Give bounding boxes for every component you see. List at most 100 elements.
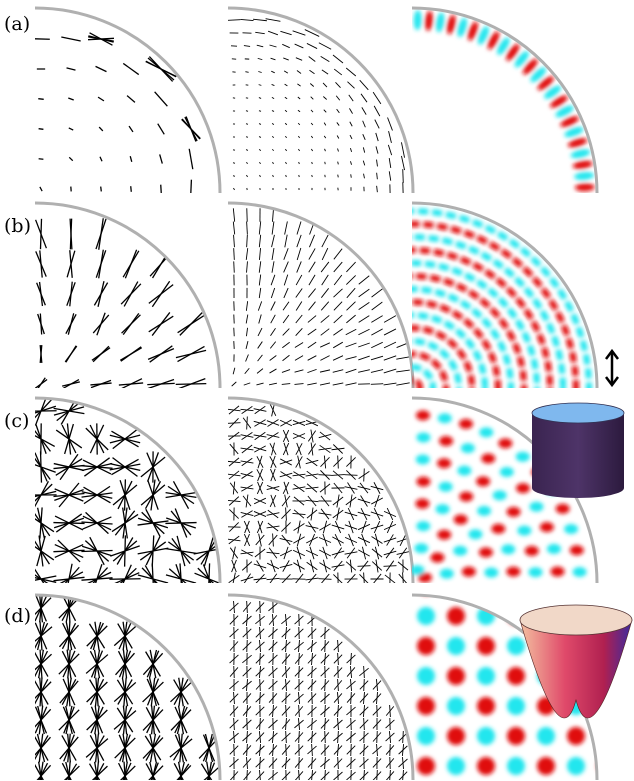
field-glyph — [321, 69, 329, 75]
field-glyph — [257, 57, 263, 61]
field-glyph — [89, 679, 105, 705]
field-glyph — [282, 560, 290, 572]
intensity-blob — [477, 697, 495, 715]
field-glyph — [376, 185, 378, 193]
field-glyph — [310, 442, 314, 456]
field-glyph — [370, 369, 384, 373]
field-glyph — [241, 510, 253, 518]
intensity-blob — [447, 607, 465, 625]
field-glyph — [258, 161, 262, 165]
field-glyph — [359, 574, 369, 583]
field-glyph — [256, 368, 264, 374]
field-glyph — [296, 442, 302, 456]
field-glyph — [282, 429, 290, 443]
field-glyph — [259, 678, 261, 692]
intensity-blob — [453, 514, 468, 525]
field-glyph — [38, 128, 44, 130]
field-glyph — [271, 70, 275, 74]
field-glyph — [336, 743, 340, 757]
field-glyph — [308, 248, 316, 260]
field-glyph — [35, 219, 48, 249]
field-glyph — [396, 382, 410, 386]
field-glyph — [229, 509, 239, 519]
intensity-blob — [537, 757, 555, 775]
field-glyph — [401, 142, 405, 158]
field-glyph — [243, 45, 251, 47]
field-glyph — [357, 498, 371, 504]
field-glyph — [81, 549, 113, 553]
intensity-blob — [507, 727, 525, 745]
pattern — [412, 410, 587, 583]
field-glyph — [284, 221, 288, 235]
intensity-blob — [537, 727, 555, 745]
field-glyph — [383, 315, 397, 323]
field-glyph — [269, 341, 277, 349]
field-glyph — [258, 533, 262, 547]
field-glyph — [359, 560, 369, 572]
intensity-blob — [417, 572, 432, 583]
field-glyph — [173, 679, 189, 705]
field-glyph — [259, 769, 261, 780]
field-glyph — [268, 573, 278, 583]
field-glyph — [324, 756, 326, 770]
field-glyph — [266, 551, 280, 555]
field-glyph — [146, 452, 160, 482]
field-glyph — [332, 382, 344, 386]
intensity-blob — [467, 21, 479, 41]
intensity-blob — [597, 727, 615, 745]
intensity-blob — [415, 410, 430, 421]
field-glyph — [254, 419, 266, 427]
field-glyph — [54, 543, 84, 559]
field-glyph — [258, 730, 262, 744]
field-glyph — [265, 18, 281, 22]
field-glyph — [298, 769, 300, 780]
field-glyph — [311, 769, 313, 780]
field-glyph — [154, 91, 168, 107]
intensity-map — [412, 410, 587, 583]
field-glyph — [399, 533, 407, 547]
field-glyph — [348, 94, 354, 102]
panel — [227, 593, 415, 781]
field-glyph — [346, 314, 356, 324]
field-glyph — [347, 81, 355, 89]
field-glyph — [257, 341, 263, 349]
intensity-blob — [435, 12, 445, 33]
field-glyph — [35, 706, 48, 734]
field-glyph — [284, 96, 288, 100]
field-glyph — [350, 161, 352, 165]
field-glyph — [307, 382, 317, 386]
field-glyph — [258, 71, 262, 73]
field-glyph — [371, 536, 383, 544]
field-glyph — [137, 520, 169, 526]
field-glyph — [245, 162, 249, 164]
field-glyph — [362, 120, 366, 128]
panel-label: (b) — [4, 215, 31, 237]
field-glyph — [294, 43, 304, 49]
field-glyph — [297, 691, 301, 705]
intensity-blob — [574, 183, 595, 192]
field-glyph — [304, 29, 320, 37]
field-glyph — [292, 486, 306, 490]
field-glyph — [254, 405, 266, 415]
field-glyph — [279, 538, 293, 542]
intensity-blob — [417, 607, 435, 625]
field-glyph — [35, 38, 50, 40]
intensity-blob — [447, 577, 465, 595]
field-glyph — [272, 161, 274, 165]
field-glyph — [280, 419, 292, 427]
field-glyph — [228, 457, 240, 467]
field-glyph — [228, 535, 240, 545]
field-glyph — [255, 31, 265, 35]
intensity-blob — [484, 567, 499, 578]
field-glyph — [123, 535, 127, 567]
field-glyph — [285, 717, 287, 731]
field-glyph — [88, 623, 106, 649]
field-glyph — [257, 354, 263, 362]
field-glyph — [311, 743, 313, 757]
field-glyph — [246, 221, 248, 235]
intensity-blob — [507, 757, 525, 775]
panel — [34, 593, 222, 781]
intensity-blob — [537, 577, 555, 595]
field-glyph — [87, 37, 115, 41]
intensity-blob — [528, 567, 543, 578]
